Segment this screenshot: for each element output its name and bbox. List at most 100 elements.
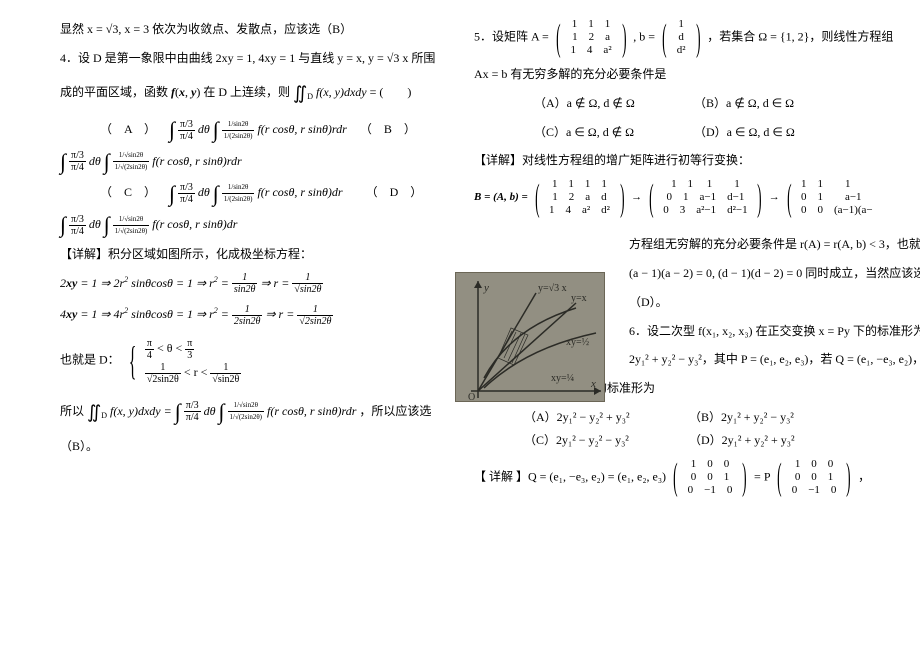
detail-q6: 【 详解 】Q = (e₁, −e₃, e₂) = (e₁, e₂, e₃) (…	[474, 458, 910, 497]
sub: D	[307, 92, 313, 101]
integrand: f(r cosθ, r sinθ)rdr	[267, 403, 356, 417]
opt-c: （C）a ∈ Ω, d ∉ Ω	[474, 121, 684, 144]
text: 成的平面区域，函数 f(x, y) 在 D 上连续，则	[60, 84, 293, 98]
sketch-svg: y y=√3 x y=x xy=½ xy=¼ x O	[456, 273, 606, 403]
limits: π/3π/4	[184, 400, 201, 423]
option-b-row: ∫ π/3π/4 dθ ∫ 1/√sin2θ1/√(2sin2θ) f(r co…	[60, 150, 446, 174]
opt-b: （B）2y₁² + y₂² − y₃²	[639, 406, 804, 429]
right-text-block: 方程组无穷解的充分必要条件是 r(A) = r(A, b) < 3，也就是 (a…	[629, 233, 910, 371]
limits: 1/√sin2θ1/√(2sin2θ)	[113, 214, 149, 237]
detail-label: 【详解】对线性方程组的增广矩阵进行初等行变换：	[474, 149, 910, 172]
text-line: (a − 1)(a − 2) = 0, (d − 1)(d − 2) = 0 同…	[629, 262, 910, 285]
svg-text:xy=¼: xy=¼	[551, 373, 575, 384]
integral-symbol: ∫	[219, 402, 225, 422]
system-block: 也就是 D： { π4 < θ < π3 1√2sin2θ < r < 1√si…	[60, 337, 446, 385]
row-reduction: B = (A, b) = ( 1 1 1 11 2 a d1 4 a² d² )…	[474, 178, 910, 217]
opts-row: （C）a ∈ Ω, d ∉ Ω （D）a ∈ Ω, d ∈ Ω	[474, 121, 910, 144]
q5-cond: Ax = b 有无穷多解的充分必要条件是	[474, 63, 910, 86]
left-column: 显然 x = √3, x = 3 依次为收敛点、发散点，应该选（B） 4．设 D…	[0, 0, 460, 651]
region-sketch: y y=√3 x y=x xy=½ xy=¼ x O	[455, 272, 605, 402]
integral-symbol: ∫	[60, 215, 66, 235]
dtheta: dθ	[89, 154, 104, 168]
arrow-icon: →	[631, 191, 642, 203]
integral-symbol: ∫	[213, 120, 219, 140]
label-a: （ A ）	[100, 122, 156, 136]
opts-row: （A）a ∉ Ω, d ∉ Ω （B）a ∉ Ω, d ∈ Ω	[474, 92, 910, 115]
text: , b =	[633, 29, 655, 43]
matrix-b: ( 1dd² )	[658, 29, 707, 43]
integral-symbol: ∫	[175, 402, 181, 422]
text: 5．设矩阵 A =	[474, 29, 549, 43]
opt-a: （A）a ∉ Ω, d ∉ Ω	[474, 92, 684, 115]
text-line: 2y₁² + y₂² − y₃²，其中 P = (e₁, e₂, e₃)，若 Q…	[629, 348, 910, 371]
dtheta: dθ	[198, 122, 213, 136]
b-label: B = (A, b) =	[474, 191, 528, 203]
matrix-p2: ( 1 0 00 0 10 −1 0 )	[773, 469, 858, 483]
matrix-a: ( 1 1 11 2 a1 4 a² )	[552, 29, 634, 43]
integrand: f(x, y)dxdy	[316, 84, 367, 98]
text-line: 4．设 D 是第一象限中由曲线 2xy = 1, 4xy = 1 与直线 y =…	[60, 47, 446, 70]
opt-c: （C）2y₁² − y₂² − y₃²	[474, 429, 639, 452]
matrix-m3: ( 1 1 10 1 a−10 0 (a−1)(a−	[783, 191, 876, 203]
integral-symbol: ∫	[104, 152, 110, 172]
integral-symbol: ∫	[169, 184, 175, 204]
integrand: f(r cosθ, r sinθ)rdr	[152, 154, 241, 168]
text-line: 6．设二次型 f(x₁, x₂, x₃) 在正交变换 x = Py 下的标准形为	[629, 320, 910, 343]
arrow-icon: →	[769, 191, 780, 203]
text-line: （D）。	[629, 291, 910, 314]
matrix-p1: ( 1 0 00 0 10 −1 0 )	[669, 469, 754, 483]
limits: 1/√sin2θ1/√(2sin2θ)	[113, 150, 149, 173]
expr: f(x, y)dxdy =	[110, 403, 175, 417]
text: ，	[858, 469, 870, 483]
brace-icon: {	[128, 341, 136, 381]
detail-label: 【详解】积分区域如图所示，化成极坐标方程：	[60, 243, 446, 266]
dtheta: dθ	[89, 217, 104, 231]
right-column: 5．设矩阵 A = ( 1 1 11 2 a1 4 a² ) , b = ( 1…	[460, 0, 920, 651]
limits: 1/sin2θ1/(2sin2θ)	[222, 119, 255, 142]
svg-text:x: x	[590, 378, 596, 390]
integral-symbol: ∫	[60, 152, 66, 172]
matrix-m1: ( 1 1 1 11 2 a d1 4 a² d² )	[531, 191, 632, 203]
opt-a: （A）2y₁² − y₂² + y₃²	[474, 406, 639, 429]
sys-label: 也就是 D：	[60, 353, 120, 367]
opt-d: （D）a ∈ Ω, d ∈ Ω	[684, 121, 795, 144]
text-line: 方程组无穷解的充分必要条件是 r(A) = r(A, b) < 3，也就是	[629, 233, 910, 256]
option-c-row: （ C ） ∫ π/3π/4 dθ ∫ 1/sin2θ1/(2sin2θ) f(…	[60, 181, 446, 205]
text-line: 成的平面区域，函数 f(x, y) 在 D 上连续，则 ∬D f(x, y)dx…	[60, 76, 446, 110]
opts-row: （C）2y₁² − y₂² − y₃² （D）2y₁² + y₂² + y₃²	[474, 429, 910, 452]
integral-symbol: ∫	[169, 120, 175, 140]
svg-text:y=x: y=x	[571, 293, 587, 304]
final-answer: （B）。	[60, 435, 446, 458]
label-d: （ D ）	[366, 185, 423, 199]
svg-text:y: y	[483, 282, 489, 294]
label-c: （ C ）	[100, 185, 156, 199]
text-line: 显然 x = √3, x = 3 依次为收敛点、发散点，应该选（B）	[60, 18, 446, 41]
integrand: f(r cosθ, r sinθ)rdr	[257, 122, 346, 136]
svg-text:xy=½: xy=½	[566, 337, 590, 348]
option-d-row: ∫ π/3π/4 dθ ∫ 1/√sin2θ1/√(2sin2θ) f(r co…	[60, 213, 446, 237]
text: = ( )	[370, 84, 412, 98]
text: 所以	[60, 403, 87, 417]
integral-symbol: ∫	[104, 215, 110, 235]
double-integral-symbol: ∬	[293, 83, 307, 103]
limits: π/3π/4	[69, 150, 86, 173]
sys-body: π4 < θ < π3 1√2sin2θ < r < 1√sin2θ	[145, 337, 241, 385]
matrix-m2: ( 1 1 1 10 1 a−1 d−10 3 a²−1 d²−1 )	[645, 191, 769, 203]
svg-text:O: O	[468, 392, 475, 403]
integral-symbol: ∫	[213, 184, 219, 204]
svg-text:y=√3 x: y=√3 x	[538, 283, 567, 294]
q5-line: 5．设矩阵 A = ( 1 1 11 2 a1 4 a² ) , b = ( 1…	[474, 18, 910, 57]
limits: 1/sin2θ1/(2sin2θ)	[222, 182, 255, 205]
limits: π/3π/4	[69, 214, 86, 237]
limits: π/3π/4	[178, 182, 195, 205]
opt-b: （B）a ∉ Ω, d ∈ Ω	[684, 92, 794, 115]
integrand: f(r cosθ, r sinθ)dr	[152, 217, 237, 231]
eq-line: 4xy = 1 ⇒ 4r2 sinθcosθ = 1 ⇒ r2 = 12sin2…	[60, 303, 446, 327]
label-b: （ B ）	[360, 122, 416, 136]
option-a-row: （ A ） ∫ π/3π/4 dθ ∫ 1/sin2θ1/(2sin2θ) f(…	[60, 118, 446, 142]
eq-line: 2xy = 1 ⇒ 2r2 sinθcosθ = 1 ⇒ r2 = 1sin2θ…	[60, 272, 446, 296]
limits: 1/√sin2θ1/√(2sin2θ)	[228, 400, 264, 423]
text: = P	[754, 469, 770, 483]
opts-row: （A）2y₁² − y₂² + y₃² （B）2y₁² + y₂² − y₃²	[474, 406, 910, 429]
final-line: 所以 ∬D f(x, y)dxdy = ∫ π/3π/4 dθ ∫ 1/√sin…	[60, 395, 446, 429]
